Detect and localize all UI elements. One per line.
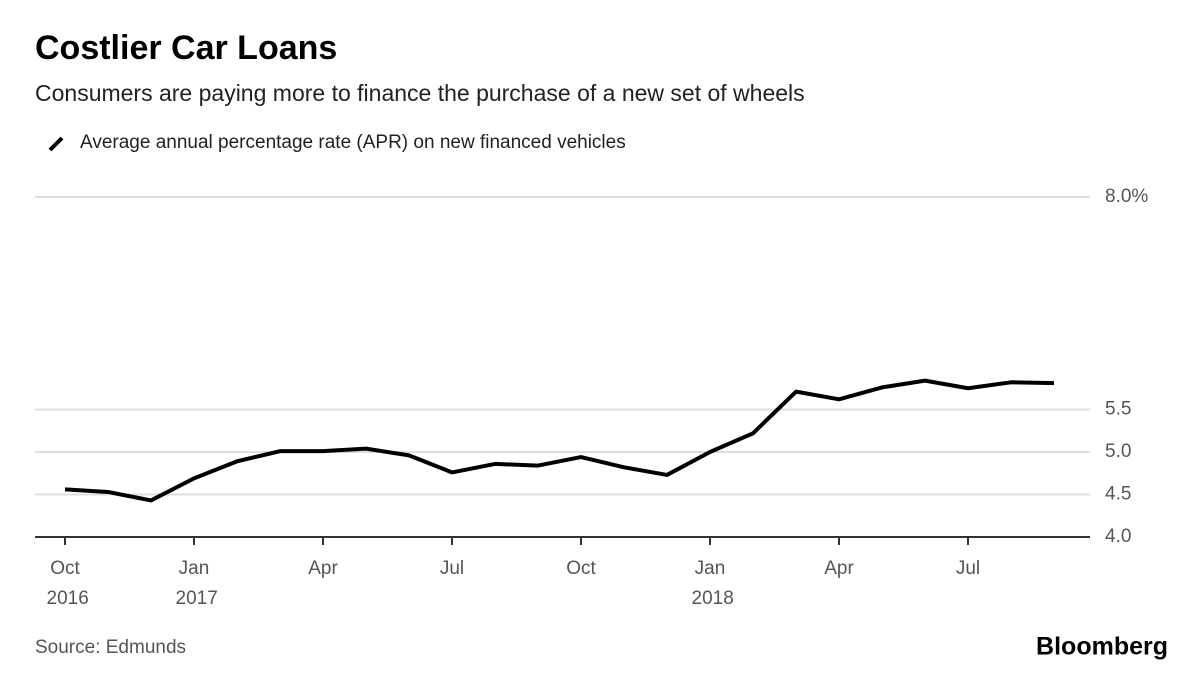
x-tick-label: Oct 2016	[41, 558, 89, 609]
y-tick-label: 5.5	[1105, 399, 1131, 420]
x-tick-label: Jul	[440, 558, 464, 579]
y-tick-label: 5.0	[1105, 441, 1131, 462]
chart-subtitle: Consumers are paying more to finance the…	[35, 80, 805, 106]
legend-label: Average annual percentage rate (APR) on …	[80, 132, 626, 153]
y-tick-label: 4.5	[1105, 484, 1131, 505]
legend-swatch	[48, 136, 64, 152]
chart-title: Costlier Car Loans	[35, 29, 337, 67]
x-tick-label: Apr	[308, 558, 338, 579]
brand: Bloomberg	[1036, 633, 1168, 661]
x-tick-label: Jan 2018	[686, 558, 734, 609]
x-tick-label: Jan 2017	[170, 558, 218, 609]
source: Source: Edmunds	[35, 637, 186, 658]
x-tick-label: Apr	[824, 558, 854, 579]
y-tick-label: 8.0%	[1105, 186, 1148, 207]
y-tick-label: 4.0	[1105, 526, 1131, 547]
x-tick-label: Jul	[956, 558, 980, 579]
line-series	[64, 378, 1055, 503]
x-tick-label: Oct	[566, 558, 596, 579]
